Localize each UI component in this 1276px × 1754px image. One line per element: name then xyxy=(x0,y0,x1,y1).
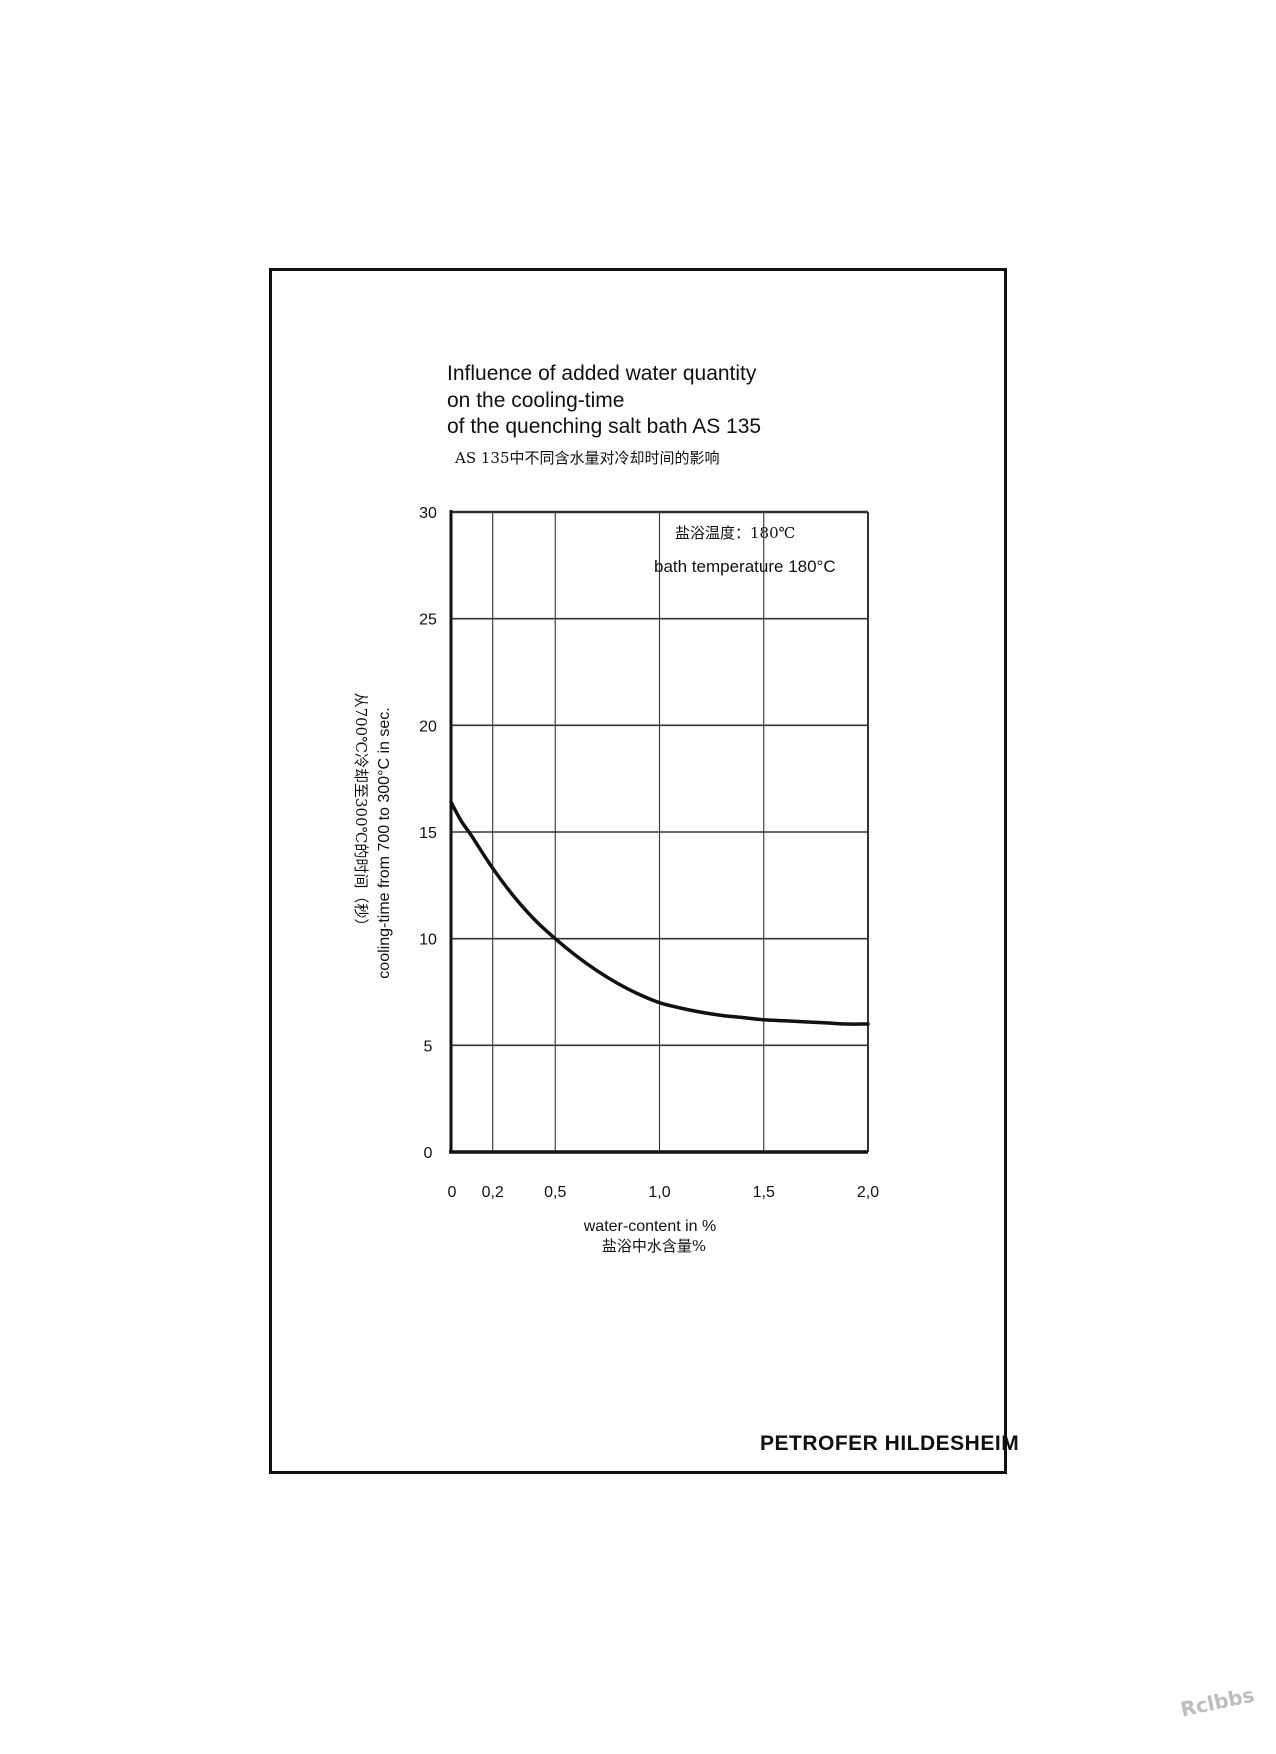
grid-lines xyxy=(451,510,869,1152)
y-axis-title-cn: 从700℃冷却至300℃的时间（秒） xyxy=(352,693,370,934)
y-tick-label-5: 25 xyxy=(419,612,437,629)
y-tick-label-0: 0 xyxy=(424,1145,433,1162)
brand-logo-text: PETROFER HILDESHEIM xyxy=(760,1432,1020,1455)
x-tick-label-0: 0 xyxy=(448,1184,457,1201)
y-tick-label-6: 30 xyxy=(419,505,437,522)
chart-title-line-1: Influence of added water quantity xyxy=(447,362,757,385)
series-lines xyxy=(449,800,870,1026)
x-tick-label-3: 1,0 xyxy=(648,1184,670,1201)
series-line-0 xyxy=(449,800,870,1026)
x-tick-label-5: 2,0 xyxy=(857,1184,879,1201)
axes xyxy=(449,510,868,1154)
chart-title-line-3: of the quenching salt bath AS 135 xyxy=(447,415,762,438)
chart-title-line-2: on the cooling-time xyxy=(447,389,625,412)
x-tick-label-1: 0,2 xyxy=(482,1184,504,1201)
annotation-bath-temperature: bath temperature 180°C xyxy=(654,557,836,576)
y-tick-label-4: 20 xyxy=(419,718,437,735)
y-tick-label-2: 10 xyxy=(419,932,437,949)
y-tick-label-1: 5 xyxy=(424,1038,433,1055)
x-tick-label-2: 0,5 xyxy=(544,1184,566,1201)
y-axis-title: cooling-time from 700 to 300°C in sec. xyxy=(376,707,393,978)
annotation-cn: 盐浴温度：180℃ xyxy=(675,524,795,542)
page-frame xyxy=(269,268,1007,1474)
y-tick-label-3: 15 xyxy=(419,825,437,842)
x-axis-title-cn: 盐浴中水含量% xyxy=(602,1237,706,1255)
x-axis-title: water-content in % xyxy=(583,1218,717,1235)
chart-title-cn: AS 135中不同含水量对冷却时间的影响 xyxy=(455,449,720,467)
tick-labels: 0 5 10 15 20 25 30 0 0,2 0,5 1,0 1,5 2,0 xyxy=(419,505,879,1201)
x-tick-label-4: 1,5 xyxy=(753,1184,775,1201)
